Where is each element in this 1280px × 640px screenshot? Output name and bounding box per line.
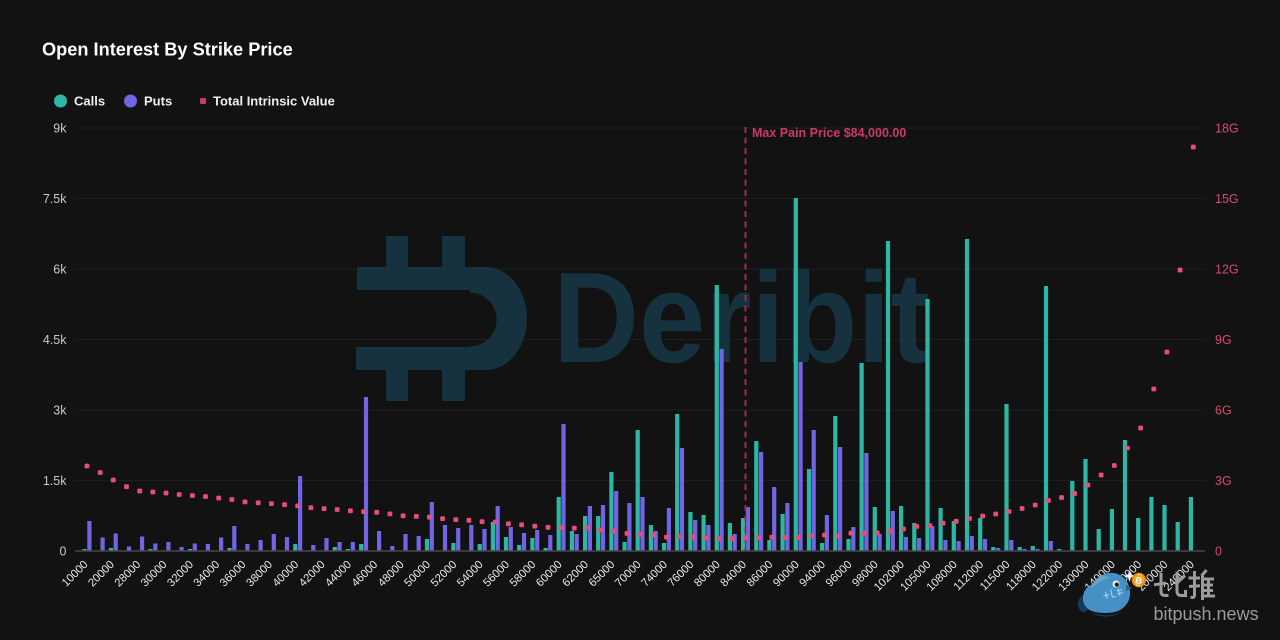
svg-text:12G: 12G	[1215, 263, 1239, 277]
svg-text:Calls: Calls	[74, 94, 105, 109]
svg-text:7.5k: 7.5k	[43, 192, 67, 206]
svg-text:B: B	[1134, 575, 1143, 586]
svg-text:9k: 9k	[53, 122, 67, 136]
svg-text:6k: 6k	[53, 263, 67, 277]
svg-text:Puts: Puts	[144, 94, 172, 109]
svg-text:18G: 18G	[1215, 122, 1239, 136]
svg-text:Max Pain Price $84,000.00: Max Pain Price $84,000.00	[752, 126, 906, 140]
svg-text:Total Intrinsic Value: Total Intrinsic Value	[213, 94, 335, 109]
svg-text:Deribit: Deribit	[553, 246, 930, 390]
svg-text:3k: 3k	[53, 404, 67, 418]
svg-text:6G: 6G	[1215, 404, 1232, 418]
svg-text:0: 0	[60, 545, 67, 559]
svg-text:9G: 9G	[1215, 333, 1232, 347]
svg-text:15G: 15G	[1215, 192, 1239, 206]
svg-text:0: 0	[1215, 545, 1222, 559]
svg-text:3G: 3G	[1215, 474, 1232, 488]
svg-text:1.5k: 1.5k	[43, 474, 67, 488]
svg-text:bitpush.news: bitpush.news	[1154, 604, 1259, 624]
svg-text:4.5k: 4.5k	[43, 333, 67, 347]
svg-text:Open Interest By Strike Price: Open Interest By Strike Price	[42, 40, 293, 60]
